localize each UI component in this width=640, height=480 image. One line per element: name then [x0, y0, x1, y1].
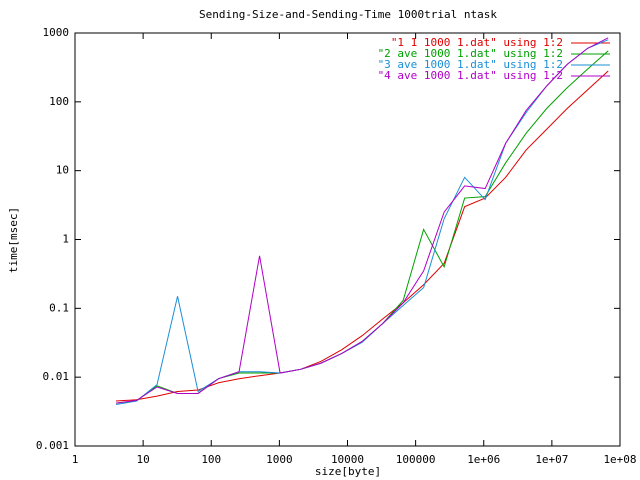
x-tick-label: 100000 [396, 453, 436, 466]
legend-label: "1 1 1000 1.dat" using 1:2 [391, 36, 563, 49]
y-tick-label: 0.1 [49, 301, 69, 314]
legend-label: "2 ave 1000 1.dat" using 1:2 [378, 47, 563, 60]
y-axis-label: time[msec] [7, 207, 20, 273]
y-tick-label: 0.01 [43, 370, 70, 383]
x-axis-label: size[byte] [315, 465, 381, 478]
legend-label: "3 ave 1000 1.dat" using 1:2 [378, 58, 563, 71]
x-tick-label: 1e+06 [467, 453, 500, 466]
series-line [115, 39, 609, 406]
legend-label: "4 ave 1000 1.dat" using 1:2 [378, 69, 563, 82]
x-tick-label: 10000 [331, 453, 364, 466]
y-tick-label: 1000 [43, 26, 70, 39]
x-tick-label: 1000 [266, 453, 293, 466]
series-line [115, 37, 609, 404]
x-tick-label: 1e+07 [535, 453, 568, 466]
x-tick-label: 1e+08 [603, 453, 636, 466]
x-tick-label: 10 [137, 453, 150, 466]
y-tick-label: 1 [62, 233, 69, 246]
y-tick-label: 0.001 [36, 439, 69, 452]
y-tick-label: 10 [56, 164, 69, 177]
x-tick-label: 100 [201, 453, 221, 466]
x-tick-label: 1 [72, 453, 79, 466]
chart-title: Sending-Size-and-Sending-Time 1000trial … [199, 8, 497, 21]
y-tick-label: 100 [49, 95, 69, 108]
